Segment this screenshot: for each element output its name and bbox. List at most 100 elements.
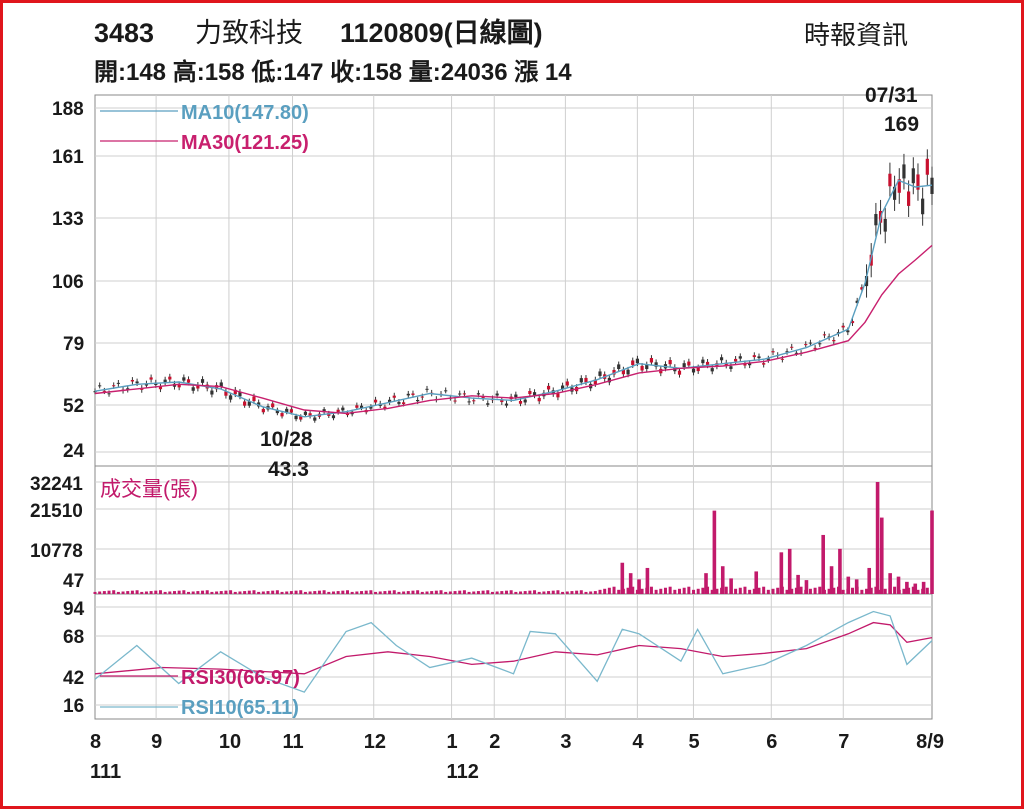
candle-body [860, 287, 864, 290]
candle-body [748, 363, 752, 366]
volume-bar [294, 590, 298, 594]
volume-bar [472, 591, 476, 594]
volume-bar [570, 591, 574, 594]
volume-bar [238, 591, 242, 594]
volume-bar [779, 552, 784, 594]
candle-body [907, 191, 911, 206]
candle-body [593, 379, 597, 385]
volume-bar [229, 590, 233, 594]
volume-bar [748, 589, 752, 594]
candle-body [102, 390, 106, 392]
volume-bar [556, 590, 560, 594]
candle-body [635, 358, 640, 364]
volume-bar [280, 591, 284, 594]
volume-bar [116, 591, 120, 594]
candle-body [387, 399, 392, 403]
candle-body [687, 361, 691, 366]
rsi-ytick-94: 94 [63, 599, 85, 620]
candle-body [701, 359, 705, 364]
candle-body [158, 386, 163, 390]
volume-bar [102, 591, 106, 594]
legend-rsi10: RSI10(65.11) [181, 697, 299, 719]
candle-body [631, 360, 635, 366]
ma10-line [94, 179, 933, 418]
rsi-lines-group [94, 610, 933, 693]
volume-bar [612, 586, 616, 594]
annotation-high-date: 07/31 [865, 84, 918, 107]
volume-bar [397, 591, 401, 594]
candle-body [200, 379, 205, 383]
candle-body [925, 158, 929, 175]
candle-body [757, 356, 761, 359]
volume-bar [754, 571, 759, 594]
candle-body [790, 346, 794, 348]
candle-body [546, 385, 551, 390]
volume-bar [841, 589, 845, 594]
volume-bar [327, 591, 331, 594]
annotation-low-date: 10/28 [260, 428, 313, 451]
candle-body [785, 351, 789, 353]
candle-body [238, 391, 242, 397]
volume-bar [603, 588, 607, 594]
volume-bar [787, 548, 792, 594]
candle-body [808, 342, 813, 344]
price-ytick-133: 133 [52, 209, 84, 230]
candle-body [275, 409, 279, 414]
candle-body [883, 218, 887, 232]
volume-bar [462, 590, 466, 594]
candle-body [98, 385, 102, 387]
volume-bar [888, 573, 892, 594]
volume-bar [916, 589, 920, 594]
volume-bar [490, 591, 494, 594]
volume-bar [219, 591, 223, 594]
candle-body [771, 351, 775, 353]
candle-body [163, 379, 167, 383]
candle-body [341, 407, 345, 411]
volume-bar [346, 590, 350, 594]
volume-bar [682, 587, 686, 594]
volume-bar [766, 589, 770, 594]
candle-body [500, 399, 504, 403]
volume-bar [776, 587, 780, 594]
candle-body [93, 391, 97, 393]
volume-bar [620, 562, 625, 594]
volume-bar [196, 591, 200, 594]
volume-bar [808, 588, 812, 594]
candle-body [247, 401, 251, 406]
candle-body [130, 379, 135, 382]
volume-bar [883, 588, 887, 594]
volume-bar [369, 590, 373, 594]
volume-bar [869, 587, 873, 594]
volume-bar [504, 590, 508, 594]
candle-body [411, 393, 415, 395]
candle-body [682, 363, 686, 368]
volume-bar [796, 574, 800, 594]
volume-bar [902, 588, 906, 594]
volume-bar [317, 590, 321, 594]
volume-bar [724, 586, 728, 594]
candle-body [888, 173, 892, 187]
volume-bar [854, 579, 859, 594]
candlestick-group [93, 149, 934, 423]
candle-body [734, 358, 738, 362]
volume-bar [547, 591, 551, 594]
volume-bar [865, 588, 869, 594]
volume-bar [607, 587, 611, 594]
candle-body [476, 393, 481, 395]
candle-body [397, 401, 401, 404]
price-ytick-79: 79 [63, 334, 84, 355]
candle-body [191, 387, 195, 391]
volume-bar [813, 587, 817, 594]
volume-bar [579, 590, 583, 594]
volume-bar [799, 586, 803, 594]
candle-body [738, 356, 742, 359]
candle-body [916, 174, 920, 190]
volume-bar [838, 548, 842, 594]
volume-bar [130, 590, 134, 594]
candle-body [149, 377, 153, 380]
price-ytick-188: 188 [52, 99, 84, 120]
candle-body [921, 198, 925, 215]
rsi30-line [94, 621, 933, 675]
volume-gridlines [95, 481, 932, 580]
